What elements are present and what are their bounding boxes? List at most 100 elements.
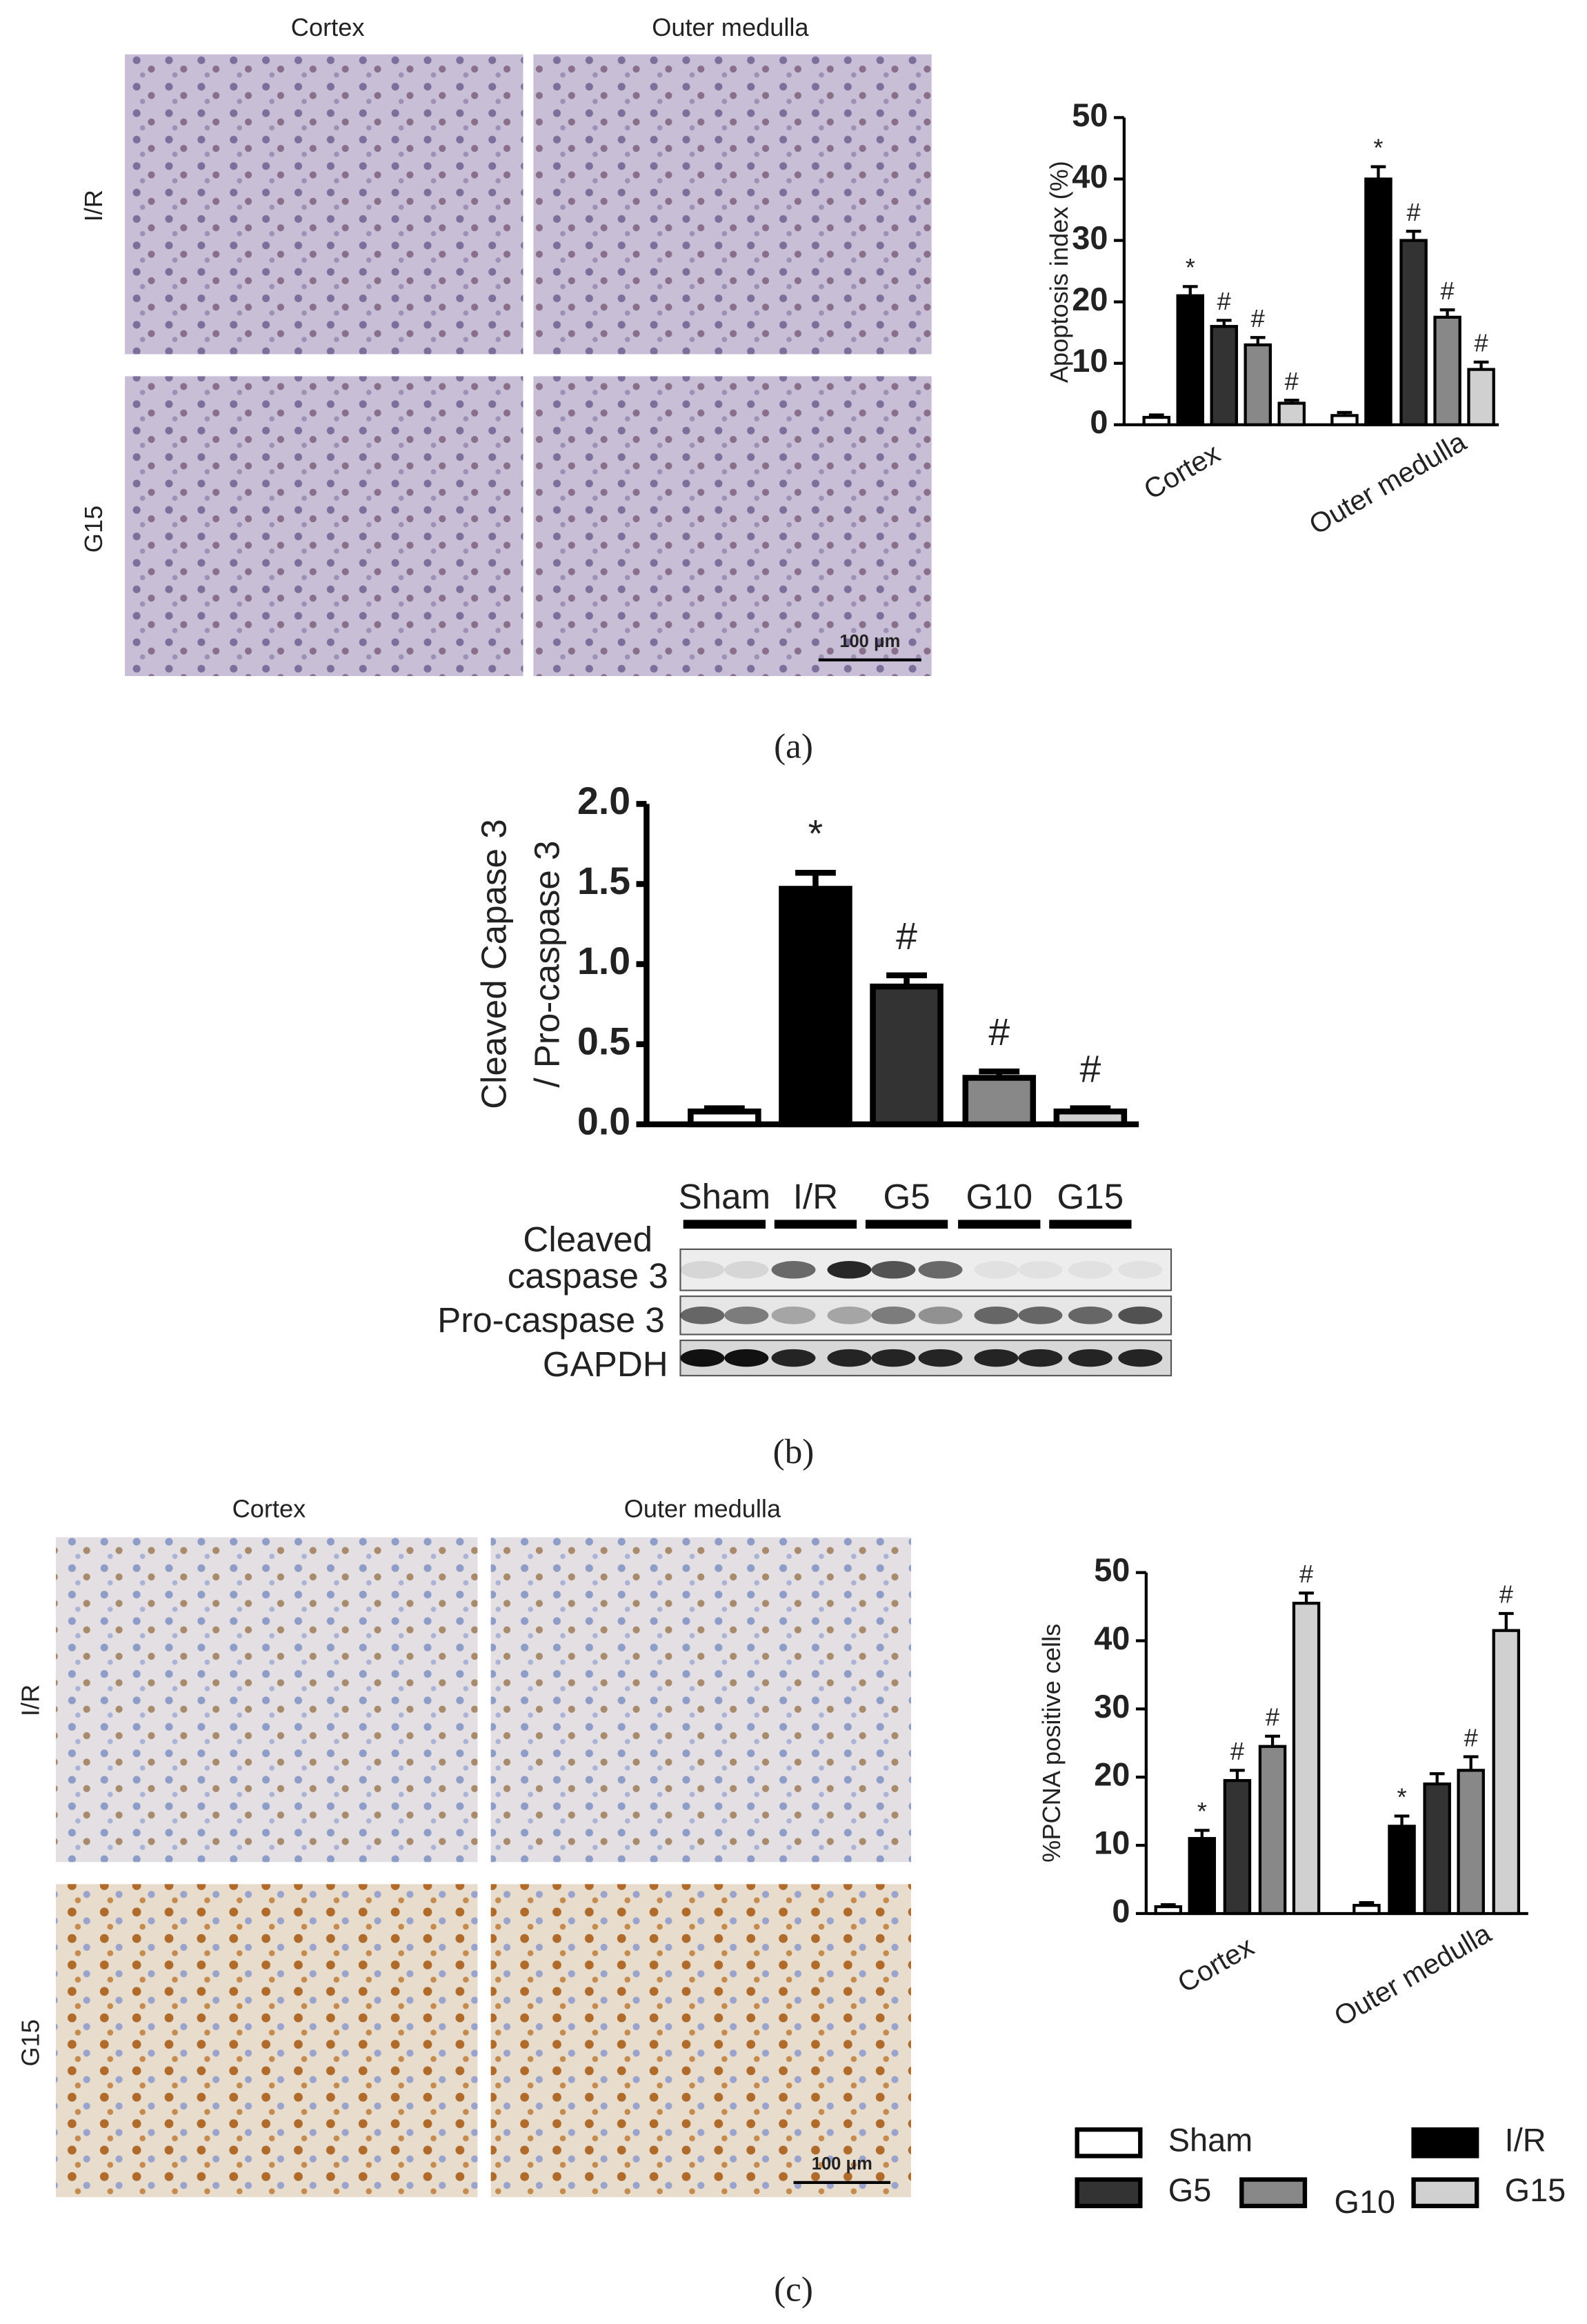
legend-swatch: [1075, 2127, 1143, 2158]
y-tick-label: 0: [1090, 404, 1108, 440]
error-bar: [1070, 1105, 1111, 1112]
blot-band: [827, 1260, 872, 1279]
x-tick-label: Cortex: [1138, 437, 1225, 505]
significance-marker: #: [1285, 367, 1299, 395]
bar: [1188, 1837, 1217, 1916]
y-axis-label: / Pro-caspase 3: [527, 841, 566, 1088]
blot-band: [827, 1349, 872, 1367]
bar: [1492, 1629, 1521, 1916]
error-bar: [1359, 1901, 1375, 1906]
blot-band: [1118, 1349, 1163, 1367]
blot-band: [974, 1260, 1019, 1279]
lane-label: G15: [1057, 1177, 1124, 1216]
blot-band: [1068, 1349, 1112, 1367]
error-bar: [1370, 165, 1386, 179]
blot-band: [680, 1349, 725, 1367]
error-bar: [1473, 360, 1489, 370]
bar: [1433, 315, 1461, 426]
x-tick-label: Outer medulla: [1328, 1917, 1497, 2032]
legend-label: G15: [1505, 2172, 1566, 2208]
bar: [1142, 415, 1170, 426]
panel-label: (a): [774, 726, 813, 766]
lane-label: G10: [966, 1177, 1032, 1216]
x-tick-label: Outer medulla: [1304, 425, 1472, 540]
row-label: I/R: [79, 190, 108, 221]
error-bar: [703, 1105, 745, 1112]
significance-marker: #: [1217, 287, 1231, 315]
error-bar: [1498, 1611, 1514, 1631]
significance-marker: #: [1266, 1703, 1279, 1731]
y-tick-label: 10: [1094, 1825, 1130, 1860]
y-tick-label: 0.0: [577, 1100, 630, 1142]
blot-band: [724, 1307, 769, 1324]
y-axis-label: Cleaved Capase 3: [475, 819, 514, 1109]
blot-band: [918, 1260, 963, 1279]
row-label: I/R: [16, 1685, 44, 1716]
blot-band: [1068, 1260, 1112, 1279]
significance-marker: #: [1230, 1737, 1244, 1765]
legend-swatch: [1411, 2177, 1479, 2209]
micrograph: [55, 1884, 478, 2198]
bar: [1258, 1745, 1287, 1916]
row-label: G15: [16, 2019, 44, 2066]
error-bar: [1337, 410, 1353, 416]
y-axis-label: Apoptosis index (%): [1045, 161, 1073, 383]
column-label: Outer medulla: [652, 13, 809, 41]
bar: [1292, 1602, 1321, 1916]
x-tick-label: Cortex: [1172, 1930, 1259, 1998]
error-bar: [1194, 1829, 1210, 1839]
significance-marker: *: [1186, 253, 1195, 281]
significance-marker: #: [896, 915, 917, 957]
significance-marker: #: [1299, 1560, 1313, 1588]
error-bar: [1182, 285, 1198, 296]
micrograph: [490, 1884, 911, 2198]
blot-band: [771, 1260, 816, 1279]
column-label: Outer medulla: [624, 1495, 781, 1523]
legend-label: G10: [1335, 2184, 1396, 2220]
legend-swatch: [1239, 2177, 1308, 2209]
error-bar: [1406, 230, 1421, 241]
significance-marker: #: [1407, 198, 1421, 226]
panel-label: (b): [773, 1432, 815, 1471]
y-tick-label: 2.0: [577, 779, 630, 822]
bar: [1364, 177, 1393, 426]
micrograph: [533, 54, 932, 355]
y-tick-label: 0: [1112, 1893, 1130, 1929]
significance-marker: #: [1499, 1580, 1513, 1609]
error-bar: [1265, 1734, 1280, 1747]
legend-label: G5: [1168, 2172, 1212, 2208]
error-bar: [1216, 319, 1232, 327]
column-label: Cortex: [232, 1495, 306, 1523]
micrograph: [533, 376, 932, 677]
y-tick-label: 20: [1094, 1757, 1130, 1793]
y-tick-label: 50: [1072, 97, 1108, 133]
blot-label: Pro-caspase 3: [437, 1300, 665, 1340]
bar: [1457, 1769, 1485, 1916]
micrograph: [55, 1537, 478, 1863]
blot-band: [771, 1349, 816, 1367]
blot-band: [871, 1307, 916, 1324]
significance-marker: #: [1441, 277, 1455, 305]
blot-band: [974, 1349, 1019, 1367]
bar: [1053, 1109, 1128, 1128]
lane-label: G5: [883, 1177, 930, 1216]
y-tick-label: 20: [1072, 281, 1108, 317]
bar: [1388, 1825, 1416, 1916]
blot-band: [974, 1307, 1019, 1324]
blot-band: [918, 1307, 963, 1324]
blot-band: [871, 1260, 916, 1279]
y-tick-label: 1.5: [577, 860, 630, 902]
error-bar: [1299, 1591, 1314, 1604]
y-tick-label: 30: [1094, 1689, 1130, 1725]
scale-label: 100 μm: [812, 2154, 872, 2174]
significance-marker: *: [1373, 133, 1383, 161]
error-bar: [1439, 308, 1455, 317]
error-bar: [1394, 1814, 1410, 1827]
error-bar: [1429, 1772, 1445, 1785]
bar: [1223, 1779, 1252, 1916]
bar: [1154, 1905, 1183, 1916]
blot-band: [724, 1260, 769, 1279]
blot-band: [680, 1307, 725, 1324]
bar: [1399, 239, 1428, 426]
row-label: G15: [79, 506, 108, 553]
